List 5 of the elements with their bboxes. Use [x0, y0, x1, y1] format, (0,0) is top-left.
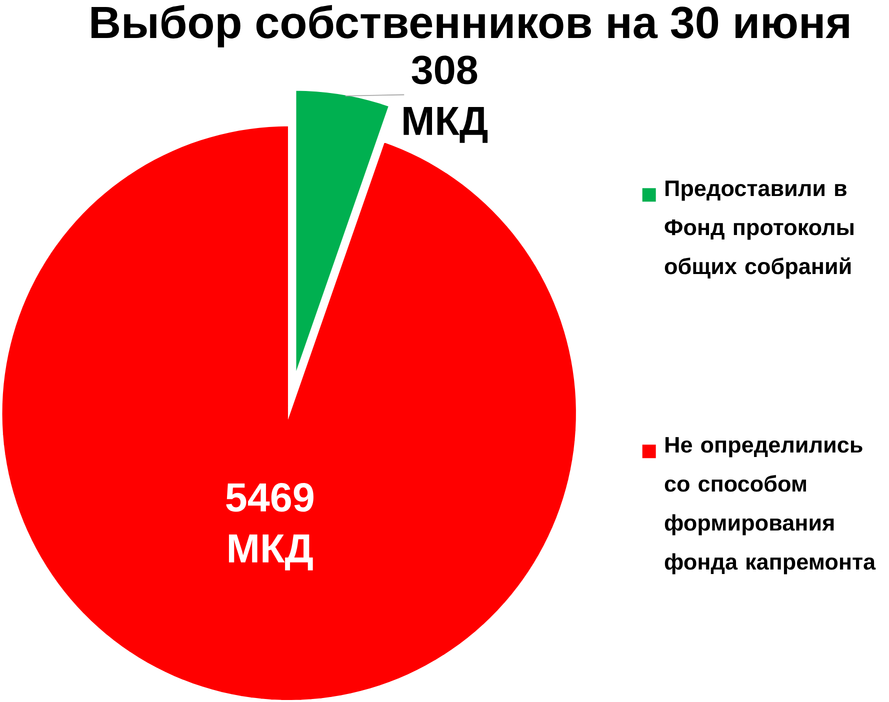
legend-label: Не определились со способом формирования фонда капремонта — [664, 436, 876, 574]
data-label: 5469 МКД — [226, 482, 314, 570]
legend-label: Предоставили в Фонд протоколы общих собраний — [664, 180, 854, 279]
chart-title: Выбор собственников на 30 июня — [92, 4, 849, 48]
data-label: 308 МКД — [404, 55, 488, 143]
